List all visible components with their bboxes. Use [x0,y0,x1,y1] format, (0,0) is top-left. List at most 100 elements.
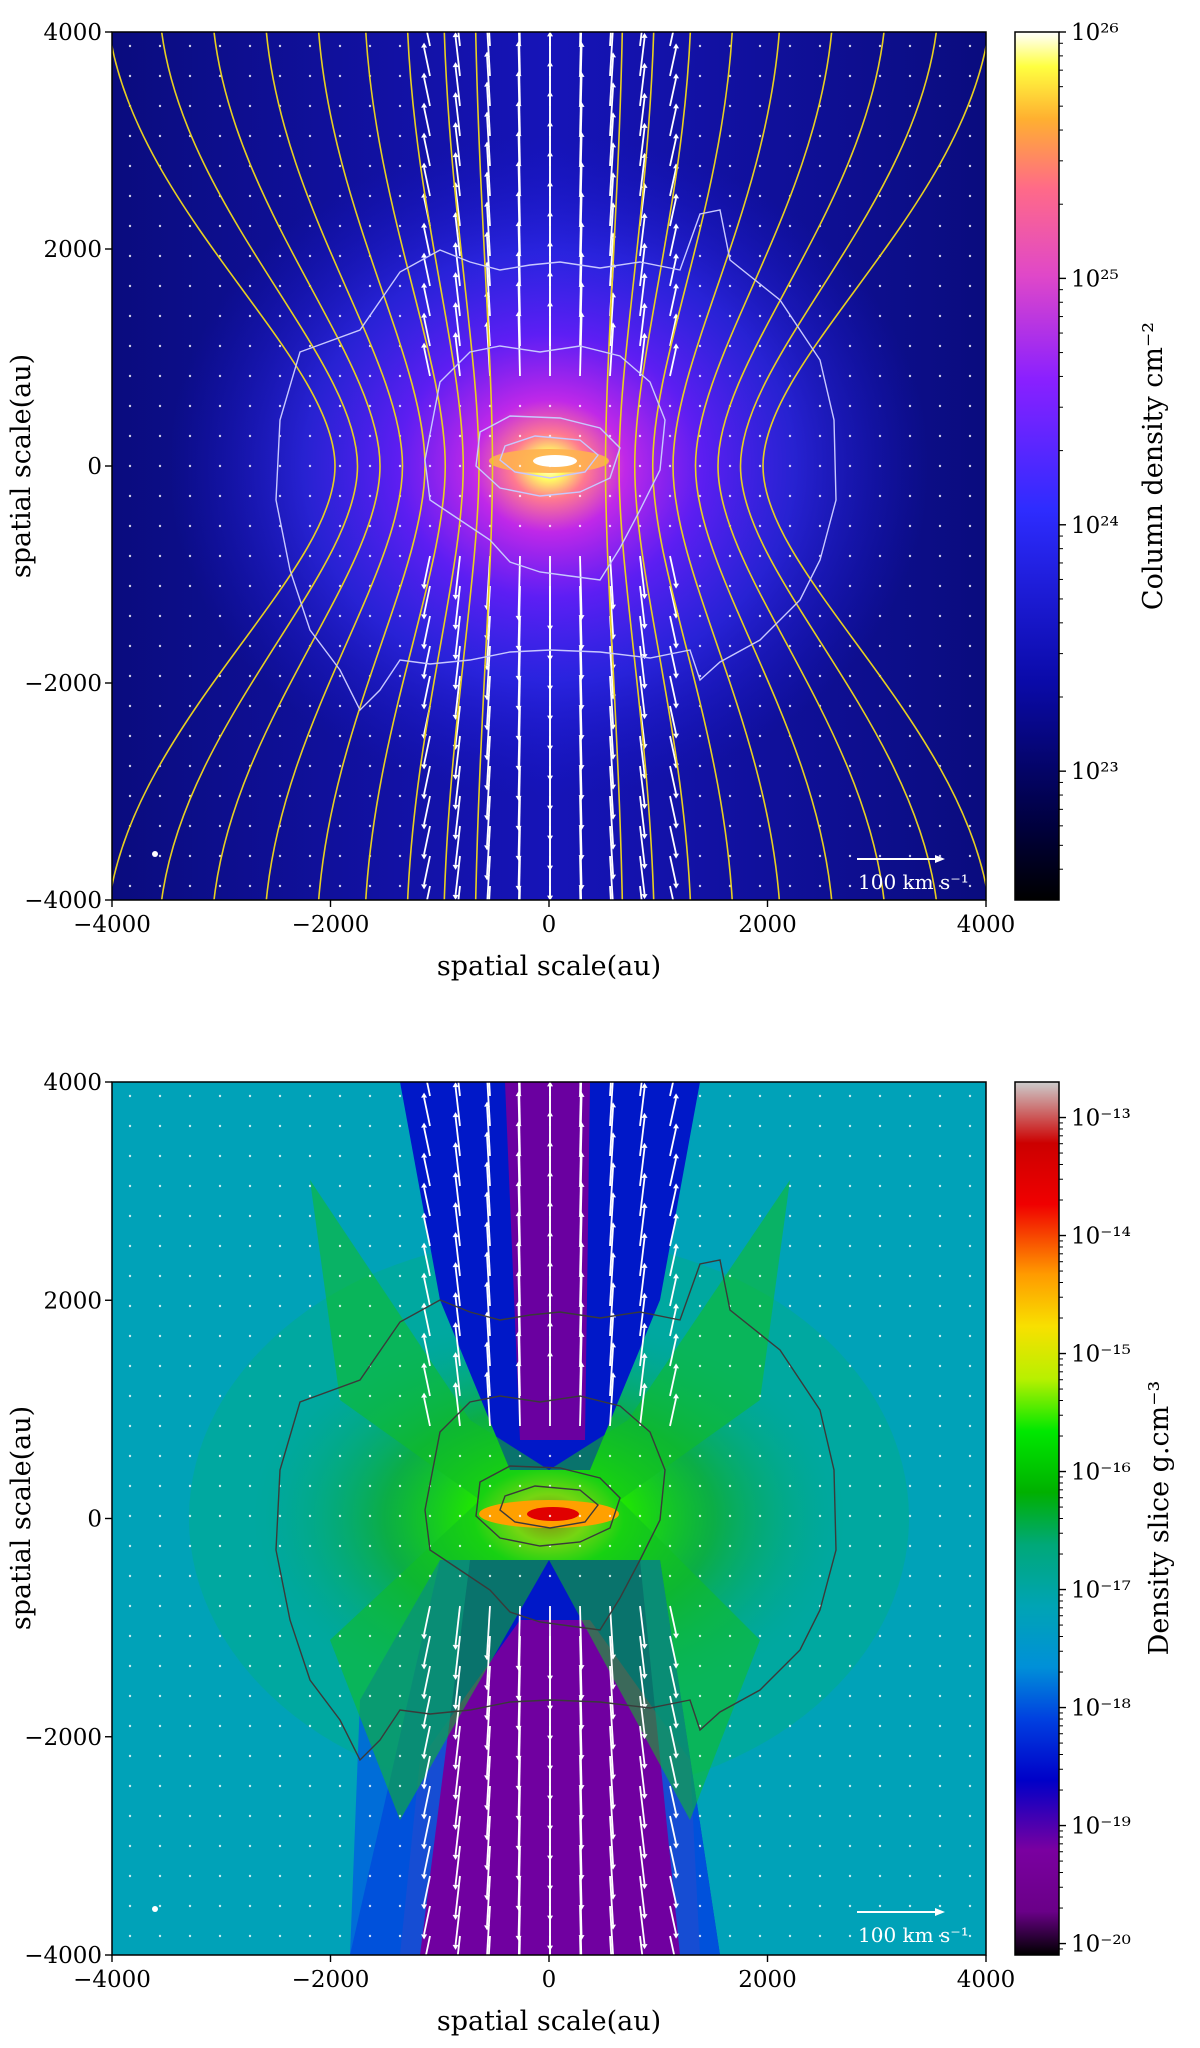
velocity-arrow [639,615,646,655]
velocity-dot [698,1184,702,1188]
velocity-arrow [639,645,646,685]
velocity-dot [968,734,972,738]
velocity-dot [758,404,762,408]
velocity-dot [968,644,972,648]
velocity-dot [668,464,672,468]
velocity-dot [188,1634,192,1638]
velocity-dot [338,554,342,558]
velocity-dot [338,164,342,168]
velocity-dot [398,794,402,798]
velocity-dot [848,1904,852,1908]
velocity-dot [248,1424,252,1428]
velocity-dot [248,314,252,318]
velocity-arrow [518,1935,521,1955]
velocity-dot [938,1574,942,1578]
velocity-dot [668,1514,672,1518]
field-line [443,32,480,900]
velocity-dot [758,704,762,708]
velocity-dot [128,314,132,318]
velocity-dot [128,1844,132,1848]
velocity-dot [218,1694,222,1698]
velocity-arrow [454,337,461,377]
velocity-dot [278,194,282,198]
velocity-dot [968,1514,972,1518]
velocity-dot [398,314,402,318]
velocity-arrow [454,1665,461,1705]
velocity-dot [278,404,282,408]
velocity-dot [878,74,882,78]
field-line [365,32,447,900]
velocity-dot [698,1934,702,1938]
velocity-arrow [423,1217,431,1247]
velocity-dot [878,494,882,498]
velocity-dot [698,344,702,348]
velocity-dot [728,1184,732,1188]
velocity-dot [878,1124,882,1128]
velocity-dot [188,734,192,738]
velocity-dot [578,524,582,528]
velocity-dot [848,794,852,798]
velocity-arrow [426,32,431,47]
velocity-dot [338,1484,342,1488]
velocity-arrow [639,1237,646,1277]
velocity-dot [698,1634,702,1638]
velocity-dot [818,1724,822,1728]
velocity-dot [938,1814,942,1818]
velocity-dot [338,134,342,138]
velocity-arrow [639,1357,646,1397]
velocity-arrow [609,1257,614,1307]
colorbar-tick-label: 10²⁵ [1071,266,1119,292]
velocity-arrow [423,1127,431,1157]
velocity-dot [878,1814,882,1818]
velocity-dot [728,494,732,498]
colorbar-1 [1014,31,1060,901]
velocity-dot [938,1694,942,1698]
velocity-dot [698,1754,702,1758]
velocity-dot [848,1394,852,1398]
velocity-dot [158,1334,162,1338]
velocity-arrow [517,316,521,377]
velocity-dot [908,1814,912,1818]
velocity-arrow [486,1755,491,1806]
velocity-dot [398,1604,402,1608]
velocity-dot [398,704,402,708]
velocity-dot [788,554,792,558]
velocity-dot [608,524,612,528]
velocity-dot [698,374,702,378]
velocity-dot [158,1424,162,1428]
velocity-dot [368,1724,372,1728]
velocity-dot [458,1484,462,1488]
velocity-dot [818,734,822,738]
panel-2-disk-core [527,1507,579,1521]
y-tick-label: −2000 [24,1725,102,1751]
velocity-dot [428,1514,432,1518]
velocity-dot [128,1184,132,1188]
velocity-dot [158,1514,162,1518]
velocity-dot [398,1424,402,1428]
velocity-dot [878,1544,882,1548]
velocity-dot [188,554,192,558]
velocity-dot [308,104,312,108]
velocity-dot [338,884,342,888]
velocity-dot [848,704,852,708]
velocity-arrow [486,266,491,317]
velocity-dot [158,584,162,588]
velocity-dot [968,554,972,558]
velocity-dot [758,1214,762,1218]
velocity-dot [758,1934,762,1938]
velocity-dot [518,404,522,408]
velocity-arrow [639,1695,646,1735]
velocity-dot [908,1784,912,1788]
velocity-dot [788,224,792,228]
velocity-dot [818,1874,822,1878]
velocity-dot [848,734,852,738]
velocity-arrow [457,885,461,900]
velocity-arrow [639,157,646,197]
velocity-dot [278,1154,282,1158]
velocity-dot [308,1304,312,1308]
velocity-arrow [454,37,461,77]
velocity-dot [698,584,702,588]
velocity-dot [188,1874,192,1878]
colorbar-tick-label: 10²⁴ [1071,513,1119,539]
velocity-dot [128,1154,132,1158]
